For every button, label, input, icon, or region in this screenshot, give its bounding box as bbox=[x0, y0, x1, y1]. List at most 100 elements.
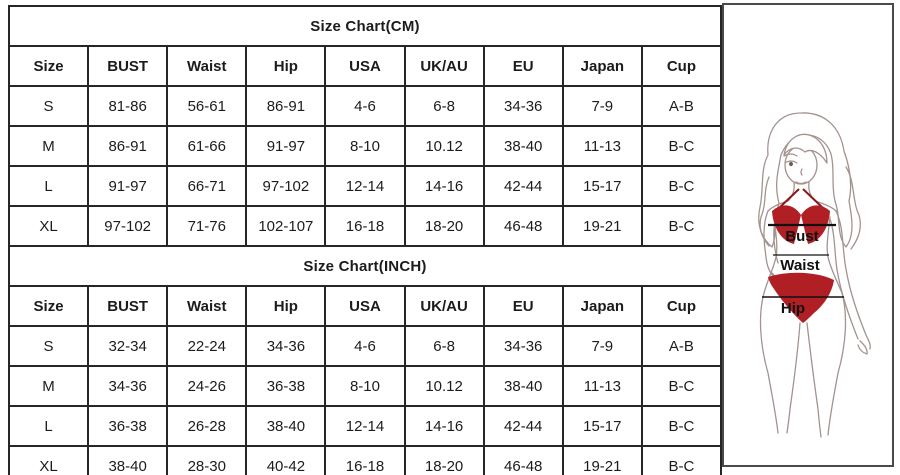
cell-cup: A-B bbox=[640, 325, 723, 367]
table-row-inch-xl: XL 38-40 28-30 40-42 16-18 18-20 46-48 1… bbox=[7, 445, 723, 475]
cell-bust: 97-102 bbox=[87, 205, 169, 247]
cell-eu: 46-48 bbox=[482, 205, 564, 247]
column-header-bust: BUST bbox=[87, 45, 169, 87]
column-header-usa: USA bbox=[324, 285, 406, 327]
cell-hip: 91-97 bbox=[245, 125, 327, 167]
cell-cup: B-C bbox=[640, 165, 723, 207]
column-header-japan: Japan bbox=[561, 45, 643, 87]
hair-wave-right bbox=[845, 166, 861, 250]
cell-usa: 4-6 bbox=[324, 85, 406, 127]
cell-eu: 38-40 bbox=[482, 125, 564, 167]
hip-label: Hip bbox=[781, 300, 805, 317]
measurement-figure-panel: Bust Waist Hip bbox=[722, 3, 894, 467]
cell-bust: 86-91 bbox=[87, 125, 169, 167]
column-header-bust: BUST bbox=[87, 285, 169, 327]
cell-ukau: 6-8 bbox=[403, 325, 485, 367]
left-leg-inner bbox=[786, 322, 801, 434]
cell-usa: 4-6 bbox=[324, 325, 406, 367]
column-header-cup: Cup bbox=[640, 285, 723, 327]
eye bbox=[784, 160, 798, 164]
torso-left bbox=[763, 216, 778, 294]
bikini-bottom bbox=[768, 272, 834, 323]
cell-size: XL bbox=[7, 445, 90, 475]
cell-waist: 66-71 bbox=[166, 165, 248, 207]
cell-waist: 71-76 bbox=[166, 205, 248, 247]
cell-ukau: 18-20 bbox=[403, 205, 485, 247]
cell-hip: 86-91 bbox=[245, 85, 327, 127]
cell-waist: 28-30 bbox=[166, 445, 248, 475]
cell-usa: 8-10 bbox=[324, 125, 406, 167]
cell-bust: 36-38 bbox=[87, 405, 169, 447]
nose bbox=[800, 168, 803, 176]
cell-hip: 40-42 bbox=[245, 445, 327, 475]
header-row-cm: Size BUST Waist Hip USA UK/AU EU Japan C… bbox=[7, 45, 723, 87]
table-title-row-inch: Size Chart(INCH) bbox=[8, 245, 722, 287]
cell-bust: 81-86 bbox=[87, 85, 169, 127]
right-leg-inner bbox=[806, 322, 822, 438]
cell-ukau: 10.12 bbox=[403, 365, 485, 407]
table-row-inch-s: S 32-34 22-24 34-36 4-6 6-8 34-36 7-9 A-… bbox=[7, 325, 723, 367]
eye-pupil bbox=[789, 161, 793, 167]
right-leg-outer bbox=[827, 292, 847, 436]
table-row-cm-s: S 81-86 56-61 86-91 4-6 6-8 34-36 7-9 A-… bbox=[7, 85, 723, 127]
cell-hip: 38-40 bbox=[245, 405, 327, 447]
table-title-row-cm: Size Chart(CM) bbox=[8, 5, 722, 47]
cell-hip: 36-38 bbox=[245, 365, 327, 407]
cell-eu: 42-44 bbox=[482, 405, 564, 447]
cell-size: M bbox=[7, 365, 90, 407]
cell-ukau: 14-16 bbox=[403, 165, 485, 207]
cell-size: L bbox=[7, 405, 90, 447]
table-row-inch-m: M 34-36 24-26 36-38 8-10 10.12 38-40 11-… bbox=[7, 365, 723, 407]
cell-usa: 16-18 bbox=[324, 205, 406, 247]
left-leg-outer bbox=[759, 292, 779, 434]
cell-cup: B-C bbox=[640, 365, 723, 407]
size-chart-table: Size Chart(CM) Size BUST Waist Hip USA U… bbox=[7, 5, 723, 475]
column-header-japan: Japan bbox=[561, 285, 643, 327]
table-title-cm: Size Chart(CM) bbox=[8, 5, 722, 47]
column-header-ukau: UK/AU bbox=[403, 45, 485, 87]
waist-label: Waist bbox=[780, 257, 819, 274]
size-guide-illustration: Bust Waist Hip bbox=[758, 112, 871, 438]
right-arm-outer bbox=[835, 210, 871, 350]
cell-eu: 46-48 bbox=[482, 445, 564, 475]
cell-japan: 15-17 bbox=[561, 165, 643, 207]
right-arm-inner bbox=[829, 218, 859, 340]
table-title-inch: Size Chart(INCH) bbox=[8, 245, 722, 287]
column-header-waist: Waist bbox=[166, 45, 248, 87]
column-header-size: Size bbox=[7, 45, 90, 87]
bust-label: Bust bbox=[785, 228, 818, 245]
torso-right bbox=[826, 216, 843, 294]
bikini-strap-left bbox=[777, 188, 800, 210]
cell-bust: 38-40 bbox=[87, 445, 169, 475]
cell-cup: B-C bbox=[640, 445, 723, 475]
cell-usa: 8-10 bbox=[324, 365, 406, 407]
eyebrow bbox=[783, 153, 798, 157]
cell-japan: 7-9 bbox=[561, 85, 643, 127]
column-header-eu: EU bbox=[482, 285, 564, 327]
cell-cup: A-B bbox=[640, 85, 723, 127]
cell-ukau: 14-16 bbox=[403, 405, 485, 447]
right-hand bbox=[857, 340, 868, 355]
cell-waist: 22-24 bbox=[166, 325, 248, 367]
bikini-strap-right bbox=[802, 188, 825, 210]
table-row-cm-l: L 91-97 66-71 97-102 12-14 14-16 42-44 1… bbox=[7, 165, 723, 207]
cell-bust: 32-34 bbox=[87, 325, 169, 367]
header-row-inch: Size BUST Waist Hip USA UK/AU EU Japan C… bbox=[7, 285, 723, 327]
cell-bust: 91-97 bbox=[87, 165, 169, 207]
cell-japan: 11-13 bbox=[561, 125, 643, 167]
column-header-cup: Cup bbox=[640, 45, 723, 87]
cell-japan: 19-21 bbox=[561, 445, 643, 475]
cell-ukau: 18-20 bbox=[403, 445, 485, 475]
column-header-usa: USA bbox=[324, 45, 406, 87]
cell-cup: B-C bbox=[640, 125, 723, 167]
cell-japan: 11-13 bbox=[561, 365, 643, 407]
cell-size: M bbox=[7, 125, 90, 167]
cell-japan: 19-21 bbox=[561, 205, 643, 247]
cell-waist: 56-61 bbox=[166, 85, 248, 127]
cell-eu: 34-36 bbox=[482, 325, 564, 367]
column-header-ukau: UK/AU bbox=[403, 285, 485, 327]
mouth bbox=[795, 181, 807, 185]
cell-waist: 61-66 bbox=[166, 125, 248, 167]
cell-bust: 34-36 bbox=[87, 365, 169, 407]
